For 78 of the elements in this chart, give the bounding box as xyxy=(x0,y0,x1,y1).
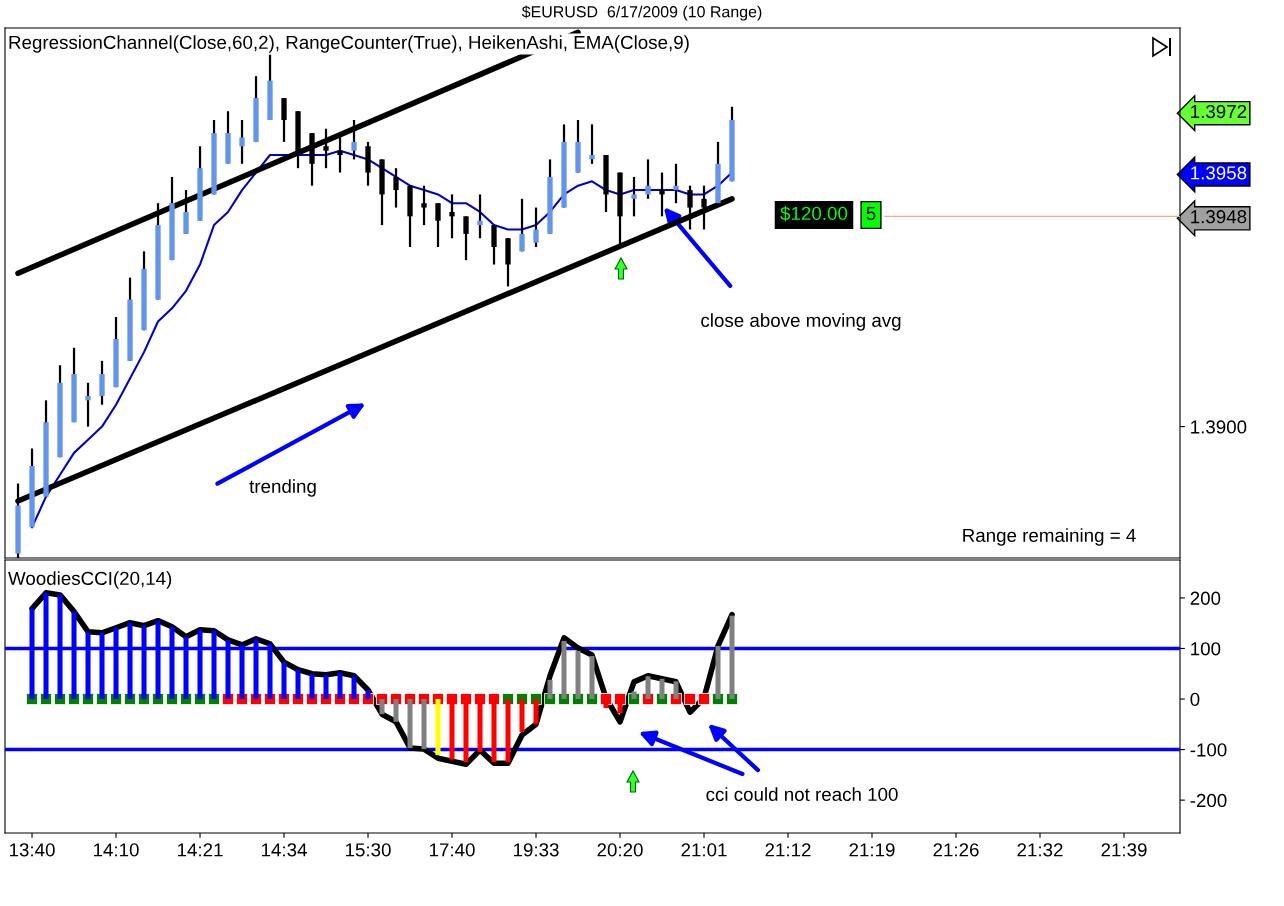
x-tick-label: 19:33 xyxy=(513,843,559,857)
candlestick xyxy=(323,127,329,170)
bar xyxy=(547,679,553,700)
candlestick xyxy=(673,162,679,205)
x-tick-label: 15:30 xyxy=(345,843,391,857)
candlestick xyxy=(99,359,105,406)
annotation: trending xyxy=(249,479,316,497)
y-tick-label: 200 xyxy=(1190,591,1221,605)
y-tick-label: 1.3900 xyxy=(1191,420,1247,434)
annotation: 5 xyxy=(866,206,876,221)
bar xyxy=(323,674,329,700)
bar xyxy=(365,689,371,700)
x-tick-label: 13:40 xyxy=(9,843,55,857)
bar xyxy=(561,640,567,700)
chart-title: $EURUSD 6/17/2009 (10 Range) xyxy=(521,5,762,21)
annotation: cci could not reach 100 xyxy=(706,787,898,802)
candlestick xyxy=(281,96,287,143)
bar xyxy=(393,699,399,722)
bar xyxy=(281,662,287,700)
bar xyxy=(309,673,315,700)
candlestick xyxy=(449,193,455,240)
bar xyxy=(407,699,413,749)
x-tick-label: 20:20 xyxy=(597,843,643,857)
bar xyxy=(379,699,385,715)
bar xyxy=(729,615,735,700)
bar xyxy=(519,699,525,732)
bar xyxy=(435,699,441,756)
chart-subtitle: RegressionChannel(Close,60,2), RangeCounter(True), HeikenAshi, EMA(Close,9) xyxy=(9,35,689,53)
candlestick xyxy=(351,118,357,161)
y-tick-label: -200 xyxy=(1190,793,1227,808)
y-tick-label: 100 xyxy=(1191,642,1221,656)
bar xyxy=(533,699,539,725)
annotation: $120.00 xyxy=(780,205,848,222)
x-tick-label: 21:26 xyxy=(933,843,979,857)
x-tick-label: 14:34 xyxy=(261,843,307,857)
candlestick xyxy=(477,193,483,240)
x-tick-label: 14:10 xyxy=(93,843,139,857)
x-tick-label: 21:19 xyxy=(849,843,895,857)
candlestick xyxy=(435,202,441,249)
x-tick-label: 21:12 xyxy=(765,843,811,857)
y-tick-label: 1.3972 xyxy=(1191,104,1247,119)
candlestick xyxy=(463,215,469,262)
candlestick xyxy=(589,123,595,165)
x-tick-label: 14:21 xyxy=(177,843,223,857)
candlestick xyxy=(239,118,245,165)
y-tick-label: 0 xyxy=(1190,692,1200,707)
bar xyxy=(351,675,357,700)
bar xyxy=(505,699,511,763)
bar xyxy=(715,645,721,700)
candlestick xyxy=(491,224,497,266)
candlestick xyxy=(533,206,539,249)
bar xyxy=(659,678,665,700)
x-tick-label: 17:40 xyxy=(429,843,475,857)
candlestick xyxy=(85,381,91,428)
candlestick xyxy=(645,158,651,200)
candlestick xyxy=(393,167,399,209)
candlestick xyxy=(659,171,665,218)
annotation: close above moving avg xyxy=(701,313,901,331)
candlestick xyxy=(519,197,525,253)
candlestick xyxy=(183,188,189,235)
x-tick-label: 21:32 xyxy=(1017,843,1063,857)
bar xyxy=(295,669,301,700)
bar xyxy=(645,676,651,700)
bar xyxy=(337,672,343,700)
x-tick-label: 21:39 xyxy=(1101,843,1147,857)
annotation: Range remaining = 4 xyxy=(963,528,1136,546)
y-tick-label: -100 xyxy=(1190,743,1227,757)
text: WoodiesCCI(20,14) xyxy=(8,571,172,589)
x-tick-label: 21:01 xyxy=(681,843,727,857)
y-tick-label: 1.3948 xyxy=(1191,210,1247,224)
bar xyxy=(589,656,595,700)
bar xyxy=(631,691,637,700)
y-tick-label: 1.3958 xyxy=(1191,166,1247,180)
candlestick xyxy=(631,175,637,218)
candlestick xyxy=(421,184,427,227)
bar xyxy=(421,699,427,750)
bar xyxy=(673,681,679,700)
bar xyxy=(575,651,581,700)
